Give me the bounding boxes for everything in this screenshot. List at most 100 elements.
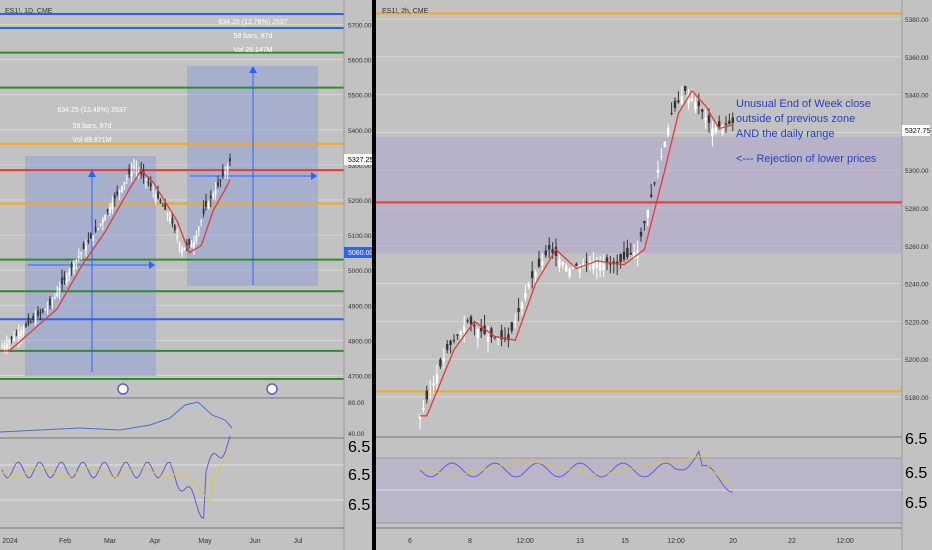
right-x-tick: 13 (576, 538, 584, 545)
left-candle-body (135, 169, 138, 171)
left-x-tick: Mar (104, 538, 117, 545)
left-candle-body (166, 213, 169, 216)
left-y-tick: 5600.00 (348, 58, 372, 65)
right-y-tick: 5300.00 (905, 168, 929, 175)
right-candle-body (544, 250, 547, 256)
left-price-axis (344, 0, 370, 550)
left-x-tick: Jul (294, 538, 303, 545)
left-y-tick: 5100.00 (348, 233, 372, 240)
right-candle-body (469, 316, 473, 324)
right-candle-body (435, 374, 439, 384)
right-candle-body (667, 127, 670, 135)
undefined: 6.5 (348, 467, 370, 484)
right-candle-body (578, 264, 581, 273)
left-candle-body (101, 219, 104, 224)
right-symbol: ES1!, 2h, CME (382, 8, 429, 15)
right-candle-body (463, 326, 466, 333)
undefined: 6.5 (905, 495, 927, 512)
right-candle-body (701, 109, 704, 112)
left-rsi-sma (1, 449, 231, 505)
right-y-tick: 5240.00 (905, 282, 929, 289)
right-candle-body (510, 322, 513, 331)
right-candle-body (531, 271, 534, 278)
left-level-badge: 5060.00 (348, 250, 373, 257)
left-y-tick: 4900.00 (348, 303, 372, 310)
left-price-badge-bg (344, 154, 372, 165)
undefined: 6.5 (348, 439, 370, 456)
left-y-tick: 5200.00 (348, 198, 372, 205)
left-level-badge-bg (344, 247, 372, 258)
arrow-head-1 (149, 261, 155, 269)
right-x-tick: 12:00 (667, 538, 685, 545)
right-candle-body (636, 249, 639, 259)
right-candle-body (520, 302, 524, 309)
right-candle-body (609, 263, 612, 265)
left-candle-body (193, 242, 195, 248)
right-candle-body (656, 170, 660, 173)
annotation-rejection: <--- Rejection of lower prices (736, 153, 877, 165)
left-candle-body (5, 343, 8, 350)
left-y-tick: 4700.00 (348, 373, 372, 380)
left-candle-body (137, 171, 140, 173)
right-candle-body (643, 221, 646, 224)
right-candle-body (473, 325, 476, 327)
left-y-tick: 4800.00 (348, 338, 372, 345)
measure2-label-2: 58 bars, 87d (234, 33, 273, 40)
left-candle-body (3, 345, 6, 349)
left-candle-body (32, 316, 35, 320)
left-candle-body (41, 309, 44, 312)
left-candle-body (224, 171, 227, 174)
arrow-head-2 (311, 172, 317, 180)
left-candle-body (173, 225, 176, 231)
right-price-badge: 5327.75 (905, 128, 930, 135)
right-candle-body (731, 117, 734, 123)
panel-divider (372, 0, 376, 550)
left-x-tick: Jun (249, 538, 260, 545)
left-candle-body (195, 235, 198, 242)
left-candle-body (56, 292, 59, 297)
right-y-tick: 5340.00 (905, 93, 929, 100)
left-candle-body (17, 332, 20, 339)
left-candle-body (22, 328, 25, 333)
measure2-label-3: Vol 28.147M (234, 47, 273, 54)
left-candle-body (214, 190, 217, 195)
left-rsi-line-top (0, 401, 233, 433)
right-candle-body (418, 415, 422, 420)
right-x-tick: 12:00 (516, 538, 534, 545)
left-candle-body (159, 199, 162, 203)
left-candle-body (113, 195, 116, 199)
left-candle-body (161, 205, 164, 207)
undefined: 6.5 (348, 497, 370, 514)
left-candle-body (178, 242, 181, 249)
left-candle-body (51, 301, 54, 303)
event-marker-1 (117, 383, 129, 395)
right-candle-body (697, 101, 700, 106)
left-candle-body (116, 191, 119, 195)
right-candle-body (673, 100, 677, 108)
right-x-tick: 12:00 (836, 538, 854, 545)
right-candle-body (432, 382, 435, 386)
right-zone (376, 137, 902, 253)
right-candle-body (446, 344, 449, 350)
left-candle-body (87, 239, 90, 243)
right-y-tick: 5380.00 (905, 17, 929, 24)
left-symbol: ES1!, 1D, CME (5, 8, 53, 15)
right-candle-body (585, 261, 588, 263)
right-candle-body (711, 128, 714, 136)
left-candle-body (49, 298, 51, 306)
left-candle-body (44, 309, 47, 311)
right-candle-body (449, 340, 452, 346)
left-candle-body (61, 277, 63, 285)
left-candle-body (221, 169, 224, 177)
right-candle-body (626, 247, 629, 258)
left-candle-body (20, 330, 23, 336)
right-candle-body (687, 94, 690, 104)
right-candle-body (707, 115, 711, 123)
left-candle-body (39, 312, 42, 314)
right-candle-body (429, 391, 432, 393)
right-panel-bg (376, 0, 902, 550)
left-candle-body (85, 245, 87, 251)
right-candle-body (714, 127, 717, 132)
left-candle-body (8, 341, 11, 343)
left-candle-body (205, 200, 207, 207)
